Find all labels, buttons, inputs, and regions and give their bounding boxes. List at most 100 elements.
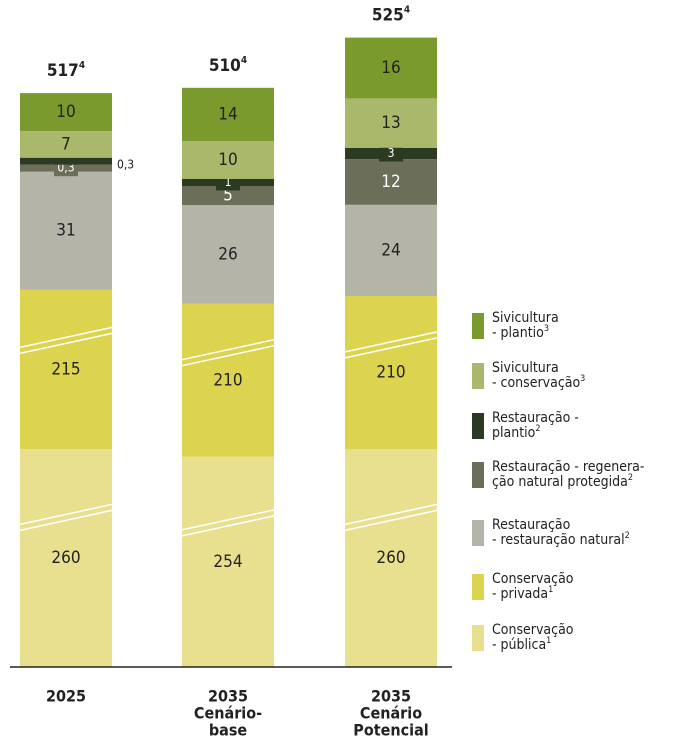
text-part: Conservação bbox=[492, 622, 574, 638]
axis-break bbox=[181, 509, 275, 531]
value-label: 0,3 bbox=[117, 158, 134, 172]
text-part: 1 bbox=[546, 636, 551, 646]
bar-segment bbox=[345, 37, 437, 99]
total-label: 5174 bbox=[47, 60, 85, 81]
value-label: 260 bbox=[376, 548, 405, 568]
x-tick-label: Potencial bbox=[353, 721, 428, 740]
axis-break bbox=[181, 338, 275, 361]
value-label: 31 bbox=[56, 221, 75, 241]
text-part: plantio bbox=[492, 425, 536, 441]
axis-break bbox=[344, 509, 438, 532]
bar-segment bbox=[20, 289, 112, 449]
value-label: 3 bbox=[388, 146, 395, 160]
text-part: - plantio bbox=[492, 325, 544, 341]
bar-segment bbox=[20, 131, 112, 158]
legend-swatch bbox=[472, 363, 484, 389]
text-part: 3 bbox=[580, 374, 585, 384]
value-label: 26 bbox=[218, 244, 237, 264]
total-label: 5104 bbox=[209, 55, 247, 76]
text-part: 517 bbox=[47, 61, 79, 81]
legend-swatch bbox=[472, 313, 484, 339]
value-label: 13 bbox=[381, 113, 400, 133]
bar-segment bbox=[20, 449, 112, 667]
x-tick-label: Cenário- bbox=[194, 704, 262, 723]
bar-segment bbox=[345, 98, 437, 148]
value-label: 7 bbox=[61, 134, 71, 154]
axis-break bbox=[19, 326, 113, 349]
value-label: 210 bbox=[376, 363, 405, 383]
legend-label: Restauração bbox=[492, 517, 571, 533]
bar-segment bbox=[182, 303, 274, 457]
value-label: 260 bbox=[51, 548, 80, 568]
value-label: 24 bbox=[381, 240, 400, 260]
text-part: 4 bbox=[404, 5, 410, 16]
bar-segment bbox=[345, 449, 437, 667]
text-part: Sivicultura bbox=[492, 360, 559, 376]
legend-label: Conservação bbox=[492, 571, 574, 587]
text-part: - pública bbox=[492, 637, 546, 653]
text-part: 1 bbox=[548, 585, 553, 595]
value-label: 14 bbox=[218, 104, 237, 124]
x-tick-label: Cenário bbox=[360, 704, 422, 723]
axis-break bbox=[19, 332, 113, 355]
legend-swatch bbox=[472, 520, 484, 546]
text-part: Conservação bbox=[492, 571, 574, 587]
value-label: 12 bbox=[381, 172, 400, 192]
axis-break bbox=[19, 503, 113, 526]
legend-label: Restauração - bbox=[492, 410, 579, 426]
text-part: Restauração - bbox=[492, 410, 579, 426]
text-part: - conservação bbox=[492, 375, 580, 391]
bar-segment bbox=[182, 87, 274, 141]
bar-segment bbox=[20, 157, 112, 165]
legend-label: - pública1 bbox=[492, 636, 551, 654]
legend-label: Sivicultura bbox=[492, 310, 559, 326]
legend-label: - restauração natural2 bbox=[492, 531, 630, 549]
value-label: 16 bbox=[381, 58, 400, 78]
axis-break bbox=[344, 337, 438, 359]
legend-swatch bbox=[472, 413, 484, 439]
legend-swatch bbox=[472, 462, 484, 488]
text-part: 3 bbox=[544, 324, 549, 334]
legend-label: - privada1 bbox=[492, 585, 553, 603]
text-part: 2 bbox=[628, 473, 633, 483]
axis-break bbox=[19, 509, 113, 532]
legend-label: Restauração - regenera- bbox=[492, 459, 644, 475]
bar-segment bbox=[182, 456, 274, 667]
axis-break bbox=[344, 503, 438, 526]
text-part: 4 bbox=[241, 55, 247, 66]
bar-segment bbox=[182, 205, 274, 304]
text-part: 4 bbox=[79, 60, 85, 71]
text-part: 510 bbox=[209, 56, 241, 76]
legend-label: Sivicultura bbox=[492, 360, 559, 376]
text-part: Sivicultura bbox=[492, 310, 559, 326]
legend-label: plantio2 bbox=[492, 424, 541, 442]
value-label: 210 bbox=[213, 370, 242, 390]
text-part: Restauração - regenera- bbox=[492, 459, 644, 475]
label-box bbox=[379, 145, 403, 162]
text-part: 2 bbox=[625, 531, 630, 541]
x-tick-label: 2025 bbox=[46, 687, 86, 706]
axis-break bbox=[181, 515, 275, 537]
bar-segment bbox=[182, 186, 274, 205]
bar-segment bbox=[20, 171, 112, 290]
legend-swatch bbox=[472, 625, 484, 651]
bar-segment bbox=[345, 204, 437, 296]
legend-label: ção natural protegida2 bbox=[492, 473, 633, 491]
text-part: - privada bbox=[492, 586, 548, 602]
legend-label: - conservação3 bbox=[492, 374, 585, 392]
x-tick-label: base bbox=[209, 721, 248, 740]
text-part: Restauração bbox=[492, 517, 571, 533]
legend-swatch bbox=[472, 574, 484, 600]
axis-break bbox=[344, 331, 438, 353]
text-part: - restauração natural bbox=[492, 532, 625, 548]
bar-segment bbox=[345, 296, 437, 449]
x-tick-label: 2035 bbox=[208, 687, 248, 706]
x-tick-label: 2035 bbox=[371, 687, 411, 706]
legend-label: - plantio3 bbox=[492, 324, 549, 342]
bar-segment bbox=[182, 141, 274, 179]
legend-label: Conservação bbox=[492, 622, 574, 638]
value-label: 254 bbox=[213, 552, 242, 572]
axis-break bbox=[181, 344, 275, 367]
text-part: 2 bbox=[535, 424, 540, 434]
